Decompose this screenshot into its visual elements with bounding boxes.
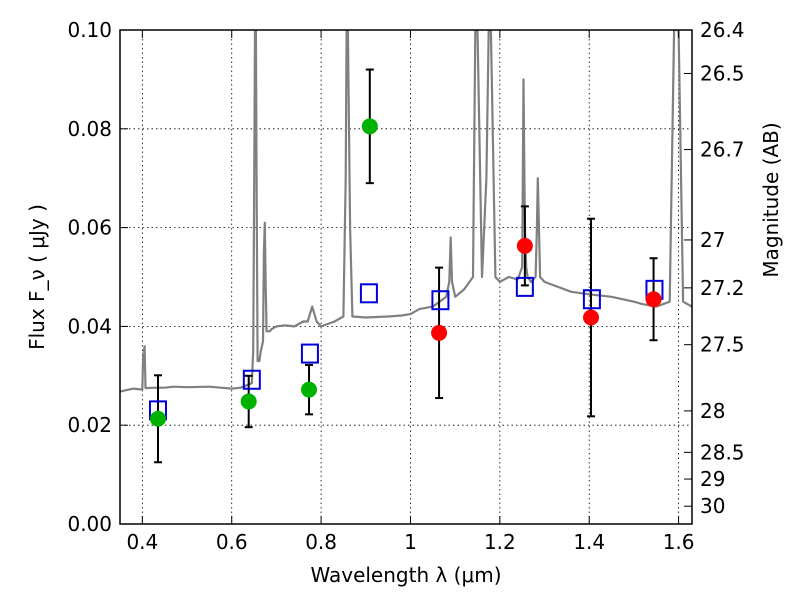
red-data-point — [645, 291, 662, 308]
x-axis-title: Wavelength λ (μm) — [310, 563, 501, 587]
magnitude-tick-label: 30 — [700, 494, 725, 518]
x-tick-label: 0.6 — [216, 530, 248, 554]
model-photometry-square — [242, 369, 261, 390]
model-photometry-square — [515, 276, 534, 297]
y-tick-label: 0.02 — [67, 413, 112, 437]
y-tick-label: 0.04 — [67, 314, 112, 338]
magnitude-tick-label: 27 — [700, 228, 725, 252]
magnitude-tick-label: 29 — [700, 467, 725, 491]
magnitude-tick-label: 26.5 — [700, 61, 745, 85]
green-data-point — [240, 393, 257, 410]
y-axis-right-title: Magnitude (AB) — [759, 122, 783, 277]
model-photometry-square — [359, 283, 378, 304]
y-tick-label: 0.06 — [67, 216, 112, 240]
magnitude-tick-label: 26.4 — [700, 18, 745, 42]
magnitude-tick-label: 27.2 — [700, 276, 745, 300]
y-tick-label: 0.10 — [67, 18, 112, 42]
tick-layer: 0.4 0.6 0.8 1 1.2 1.4 1.6 0.00 0.02 0.04 0.06 0.08 0… — [67, 18, 744, 554]
model-spectrum-line — [120, 30, 692, 393]
x-tick-label: 1 — [404, 530, 417, 554]
x-tick-label: 1.4 — [573, 530, 605, 554]
points-layer — [148, 118, 664, 427]
model-photometry-square — [300, 343, 319, 364]
red-data-point — [516, 237, 533, 254]
magnitude-tick-label: 27.5 — [700, 333, 745, 357]
green-data-point — [301, 381, 318, 398]
plot-frame — [119, 29, 693, 525]
y-axis-title: Flux F_ν ( μJy ) — [25, 204, 49, 350]
magnitude-tick-label: 28.5 — [700, 440, 745, 464]
x-tick-label: 1.2 — [484, 530, 516, 554]
y-tick-label: 0.08 — [67, 117, 112, 141]
red-data-point — [583, 309, 600, 326]
magnitude-tick-label: 26.7 — [700, 138, 745, 162]
x-tick-label: 0.8 — [305, 530, 337, 554]
model-photometry-square — [431, 290, 450, 311]
x-tick-label: 0.4 — [126, 530, 158, 554]
magnitude-tick-label: 28 — [700, 399, 725, 423]
x-tick-label: 1.6 — [663, 530, 695, 554]
spectrum-layer — [120, 30, 692, 393]
green-data-point — [361, 118, 378, 135]
model-photometry-square — [582, 289, 601, 310]
green-data-point — [149, 410, 166, 427]
y-tick-label: 0.00 — [67, 512, 112, 536]
red-data-point — [431, 324, 448, 341]
